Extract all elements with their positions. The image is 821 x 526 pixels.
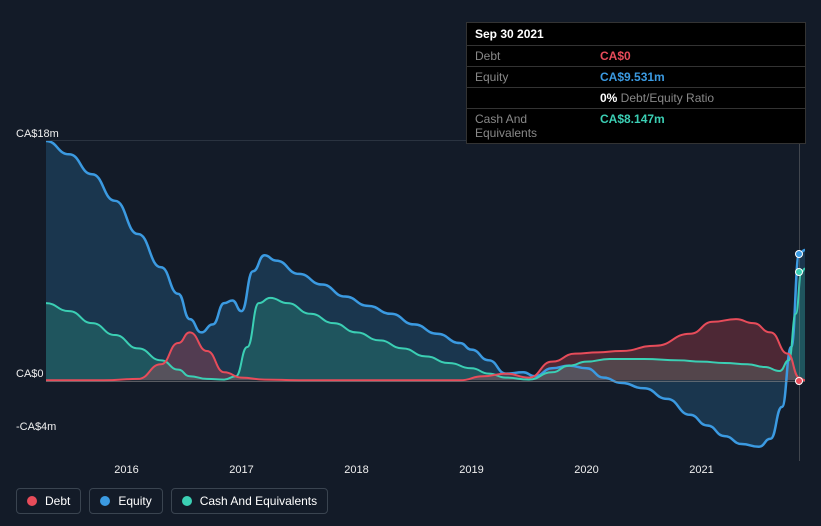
tooltip-row-value: CA$0 [592, 46, 805, 66]
tooltip-row: EquityCA$9.531m [467, 67, 805, 88]
plot-area[interactable] [46, 140, 805, 460]
marker-cash [795, 268, 803, 276]
tooltip-date: Sep 30 2021 [467, 23, 805, 46]
tooltip: Sep 30 2021 DebtCA$0EquityCA$9.531m0% De… [466, 22, 806, 144]
area-equity [46, 141, 805, 447]
x-axis-label: 2019 [459, 464, 483, 476]
x-axis-label: 2018 [344, 464, 368, 476]
tooltip-row-label [467, 88, 592, 108]
legend: Debt Equity Cash And Equivalents [16, 488, 328, 514]
tooltip-row-label: Equity [467, 67, 592, 87]
tooltip-row: DebtCA$0 [467, 46, 805, 67]
tooltip-row: Cash And EquivalentsCA$8.147m [467, 109, 805, 143]
tooltip-row-value: CA$8.147m [592, 109, 805, 143]
legend-label: Equity [118, 494, 151, 508]
y-axis-label: -CA$4m [16, 421, 56, 433]
x-axis-label: 2020 [574, 464, 598, 476]
legend-item-cash[interactable]: Cash And Equivalents [171, 488, 328, 514]
cursor-line [799, 141, 800, 461]
zero-gridline [46, 381, 805, 382]
legend-item-debt[interactable]: Debt [16, 488, 81, 514]
tooltip-row-value: 0% Debt/Equity Ratio [592, 88, 805, 108]
x-axis-label: 2016 [114, 464, 138, 476]
y-axis-label: CA$18m [16, 128, 59, 140]
tooltip-row: 0% Debt/Equity Ratio [467, 88, 805, 109]
legend-label: Debt [45, 494, 70, 508]
tooltip-row-value: CA$9.531m [592, 67, 805, 87]
plot-svg [46, 141, 805, 460]
x-axis-label: 2017 [229, 464, 253, 476]
legend-dot-icon [182, 496, 192, 506]
tooltip-row-label: Debt [467, 46, 592, 66]
legend-label: Cash And Equivalents [200, 494, 317, 508]
y-axis-label: CA$0 [16, 368, 44, 380]
legend-dot-icon [27, 496, 37, 506]
legend-dot-icon [100, 496, 110, 506]
marker-equity [795, 250, 803, 258]
chart-container: CA$18m CA$0 -CA$4m 2016 2017 2018 2019 2020 2021 [16, 120, 805, 510]
legend-item-equity[interactable]: Equity [89, 488, 162, 514]
x-axis-label: 2021 [689, 464, 713, 476]
tooltip-rows: DebtCA$0EquityCA$9.531m0% Debt/Equity Ra… [467, 46, 805, 143]
marker-debt [795, 377, 803, 385]
tooltip-row-label: Cash And Equivalents [467, 109, 592, 143]
